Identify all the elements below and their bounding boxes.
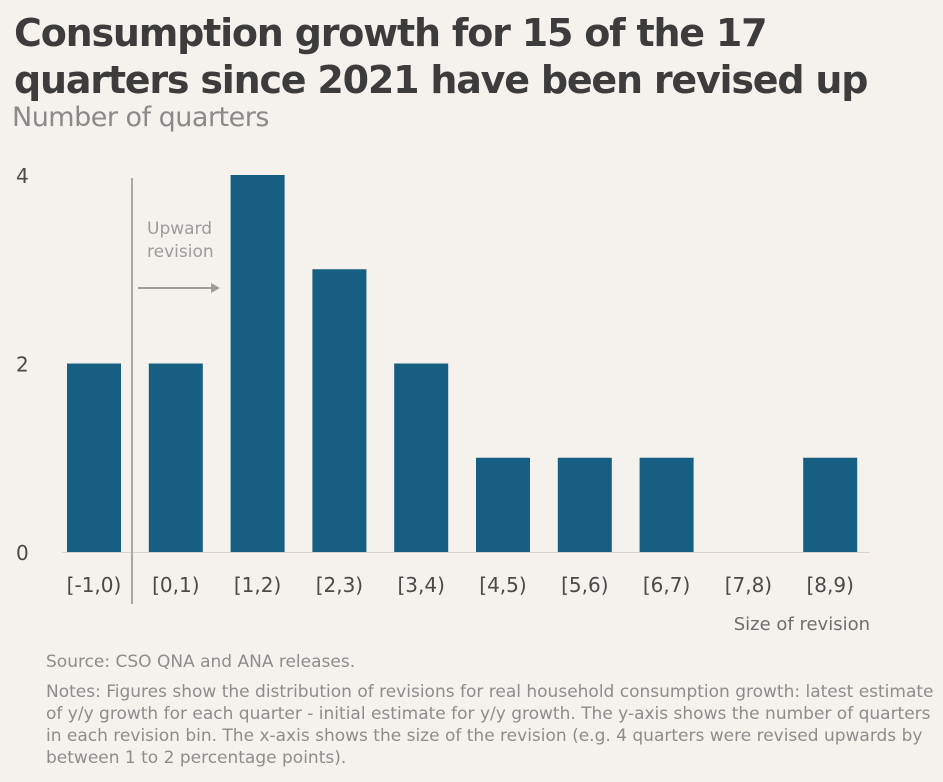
x-tick-label: [0,1) [152, 573, 199, 597]
x-tick-label: [1,2) [234, 573, 281, 597]
x-tick-label: [6,7) [643, 573, 690, 597]
bar [476, 457, 530, 552]
bar [67, 363, 121, 552]
x-tick-label: [7,8) [725, 573, 772, 597]
bar [148, 363, 203, 552]
y-tick-label: 4 [16, 164, 29, 188]
x-tick-label: [2,3) [316, 573, 363, 597]
bar [312, 269, 367, 552]
annotation-label: Upward [147, 219, 212, 239]
bar [394, 363, 449, 552]
y-tick-label: 2 [16, 353, 29, 377]
bar [639, 457, 694, 552]
y-tick-label: 0 [16, 541, 29, 565]
x-tick-label: [5,6) [561, 573, 608, 597]
x-axis-title: Size of revision [734, 614, 870, 635]
chart-subtitle: Number of quarters [12, 102, 269, 133]
bar [230, 175, 285, 552]
annotation-label: revision [147, 242, 214, 262]
bar [557, 457, 612, 552]
x-tick-label: [-1,0) [67, 573, 122, 597]
bar [803, 457, 858, 552]
x-tick-label: [3,4) [397, 573, 444, 597]
notes-text: Notes: Figures show the distribution of … [46, 682, 934, 768]
annotation-arrowhead-icon [211, 283, 220, 293]
chart-title: Consumption growth for 15 of the 17 quar… [14, 11, 868, 102]
x-tick-label: [8,9) [806, 573, 853, 597]
x-tick-label: [4,5) [479, 573, 526, 597]
source-note: Source: CSO QNA and ANA releases. [46, 652, 356, 672]
